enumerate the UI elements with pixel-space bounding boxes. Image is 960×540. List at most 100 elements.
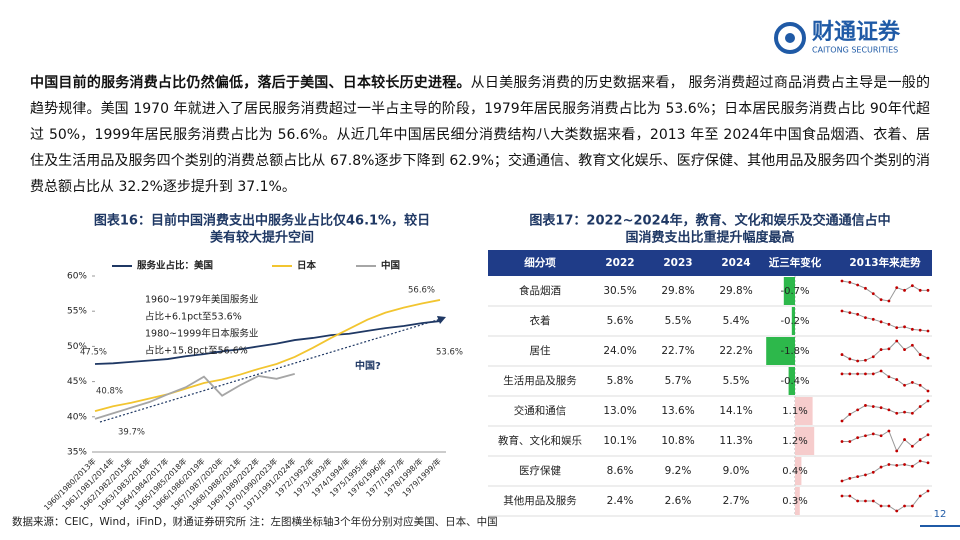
spark-dot	[879, 434, 883, 438]
spark-dot	[926, 461, 930, 465]
spark-dot	[840, 309, 844, 313]
annotation: 40.8%	[96, 387, 123, 397]
note: 占比+6.1pct至53.6%	[145, 311, 242, 323]
cell: 8.6%	[607, 465, 634, 477]
table-header: 细分项	[524, 256, 556, 269]
spark-dot	[871, 432, 875, 436]
spark-dot	[856, 475, 860, 479]
spark-dot	[918, 328, 922, 332]
logo-icon-core	[785, 33, 795, 43]
cell: 2.6%	[665, 495, 692, 507]
spark-dot	[856, 408, 860, 412]
spark-dot	[871, 405, 875, 408]
spark-dot	[903, 438, 906, 441]
cell: 24.0%	[603, 345, 636, 357]
change-bar	[766, 337, 795, 365]
spark-dot	[864, 316, 867, 320]
spark-dot	[848, 372, 852, 376]
cell: 5.5%	[723, 375, 750, 387]
spark-dot	[918, 383, 922, 387]
cell: 22.7%	[661, 345, 694, 357]
table-header: 2024	[721, 257, 750, 269]
sparkline	[841, 280, 928, 302]
spark-dot	[895, 326, 899, 330]
cell: 22.2%	[719, 345, 752, 357]
spark-dot	[887, 347, 891, 351]
spark-dot	[871, 317, 875, 321]
sparkline	[841, 400, 929, 422]
row-name: 食品烟酒	[519, 284, 561, 297]
spark-dot	[903, 348, 906, 351]
cell: 5.4%	[723, 315, 750, 327]
sparkline	[842, 490, 929, 512]
cell: 13.6%	[661, 405, 694, 417]
spark-dot	[856, 436, 860, 440]
spark-dot	[926, 489, 930, 493]
spark-dot	[926, 356, 930, 360]
spark-dot	[918, 459, 922, 463]
cell: 5.7%	[665, 375, 692, 387]
cell: 14.1%	[719, 405, 752, 417]
spark-dot	[864, 286, 867, 290]
spark-dot	[879, 320, 883, 324]
spark-dot	[848, 440, 852, 443]
spark-dot	[879, 369, 883, 373]
line-series	[94, 299, 441, 413]
change-bar	[783, 277, 795, 305]
spark-dot	[903, 288, 906, 292]
chart-title: 图表16：目前中国消费支出中服务业占比仅46.1%，较日	[94, 213, 430, 229]
spark-dot	[895, 339, 899, 343]
sparkline	[841, 310, 929, 332]
spark-dot	[918, 288, 922, 292]
spark-dot	[856, 499, 860, 503]
paragraph: 中国目前的服务消费占比仍然偏低，落后于美国、日本较长历史进程。从日美服务消费的历…	[30, 70, 930, 200]
cell: 13.0%	[603, 405, 636, 417]
cell: 5.6%	[607, 315, 634, 327]
y-tick-label: 35%	[67, 448, 87, 458]
spark-dot	[895, 411, 899, 415]
spark-dot	[840, 353, 844, 356]
cell: 5.8%	[607, 375, 634, 387]
spark-dot	[871, 470, 875, 474]
y-tick-label: 60%	[67, 272, 87, 282]
spark-dot	[895, 286, 899, 290]
spark-dot	[879, 465, 883, 469]
change-label: -0.4%	[780, 376, 809, 387]
row-name: 衣着	[530, 314, 551, 327]
spark-dot	[926, 389, 930, 393]
spark-dot	[910, 411, 914, 415]
spark-dot	[840, 372, 844, 376]
spark-dot	[926, 399, 930, 403]
table-header-bg	[488, 250, 932, 276]
table-header: 2023	[663, 257, 692, 269]
spark-dot	[926, 288, 930, 292]
change-label: 1.2%	[782, 436, 807, 447]
spark-dot	[848, 311, 852, 315]
spark-dot	[848, 494, 852, 498]
spark-dot	[871, 372, 875, 376]
spark-dot	[887, 429, 891, 433]
annotation: 56.6%	[408, 286, 435, 296]
cell: 10.1%	[603, 435, 636, 447]
spark-dot	[856, 359, 860, 363]
logo-icon	[774, 22, 806, 54]
spark-dot	[903, 463, 906, 466]
note: 1980~1999年日本服务业	[145, 328, 258, 340]
row-name: 居住	[530, 344, 551, 357]
spark-dot	[895, 509, 899, 513]
change-label: -1.8%	[780, 346, 809, 357]
spark-dot	[871, 292, 875, 296]
y-tick-label: 50%	[67, 342, 87, 352]
spark-dot	[840, 419, 844, 423]
spark-dot	[840, 440, 844, 443]
table-title: 国消费支出比重提升幅度最高	[625, 230, 794, 246]
spark-dot	[879, 298, 883, 302]
cell: 2.7%	[723, 495, 750, 507]
legend-label: 中国	[381, 260, 400, 272]
change-bar	[795, 487, 800, 515]
row-name: 医疗保健	[519, 464, 561, 477]
body-text: 从日美服务消费的历史数据来看， 服务消费超过商品消费占主导是一般的趋势规律。美国…	[30, 75, 931, 195]
sparkline	[842, 370, 929, 392]
spark-dot	[903, 504, 906, 508]
